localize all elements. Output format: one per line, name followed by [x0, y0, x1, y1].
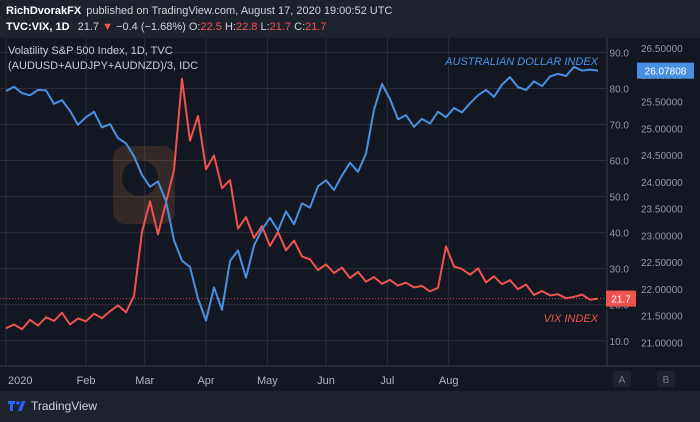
chart-grid: [0, 38, 700, 391]
left-scale-tick-label: 70.0: [610, 121, 630, 132]
legend-aud[interactable]: (AUDUSD+AUDJPY+AUDNZD)/3, IDC: [8, 60, 199, 72]
watermark-logo-icon: [113, 146, 175, 224]
x-tick-label: Feb: [77, 375, 96, 387]
price-chart[interactable]: 2020 Feb Mar Apr May Jun Jul Aug 90.0 80.0 70.0 60…: [0, 38, 700, 391]
scale-button-a-bg[interactable]: [613, 371, 631, 387]
left-scale-tick-label: 10.0: [610, 337, 630, 348]
watermark-shape: [113, 146, 175, 224]
price-change: −0.4 (−1.68%): [116, 21, 186, 33]
right-scale-tick-label: 21.00000: [641, 338, 683, 349]
plot-area: [0, 65, 607, 331]
aud-series-line[interactable]: [5, 65, 599, 322]
vix-series-line[interactable]: [5, 77, 599, 331]
right-scale-tick-label: 22.00000: [641, 285, 683, 296]
open-label: O:: [188, 21, 201, 33]
vix-last-value-badge: [606, 290, 636, 307]
x-tick-label: 2020: [8, 375, 32, 387]
left-scale-tick-label: 30.0: [610, 265, 630, 276]
chart-footer: TradingView: [0, 391, 700, 422]
low-value: 21.7: [269, 21, 292, 33]
author-name[interactable]: RichDvorakFX: [6, 5, 82, 17]
x-tick-label: May: [257, 375, 278, 387]
scale-button-b[interactable]: B: [663, 375, 670, 386]
change-down-icon: ▼: [102, 21, 114, 33]
right-scale-tick-label: 24.00000: [641, 178, 683, 189]
right-scale-tick-label: 23.50000: [641, 205, 683, 216]
last-value-labels: 21.7 26.07808: [606, 62, 694, 307]
publish-info: RichDvorakFX published on TradingView.com…: [6, 5, 392, 17]
right-scale-tick-label: 22.50000: [641, 258, 683, 269]
scale-button-a[interactable]: A: [619, 375, 626, 386]
right-scale-tick-label: 24.50000: [641, 151, 683, 162]
watermark-shape: [122, 160, 158, 196]
open-value: 22.5: [200, 21, 222, 33]
chart-panel[interactable]: [0, 38, 700, 391]
right-scale-tick-label: 25.00000: [641, 124, 683, 135]
chart-header: RichDvorakFX published on TradingView.com…: [0, 0, 700, 38]
symbol-label[interactable]: TVC:VIX, 1D: [6, 21, 70, 33]
scale-button-b-bg[interactable]: [657, 371, 675, 387]
left-scale-tick-label: 80.0: [610, 84, 630, 95]
published-text: published on TradingView.com, August 17,…: [86, 5, 393, 17]
x-tick-label: Apr: [197, 375, 214, 387]
tradingview-brand[interactable]: TradingView: [8, 399, 97, 413]
high-value: 22.8: [235, 21, 258, 33]
x-tick-label: Aug: [439, 375, 459, 387]
right-axis-bg: [607, 38, 700, 391]
aud-index-annotation: AUSTRALIAN DOLLAR INDEX: [444, 56, 598, 68]
vix-index-annotation: VIX INDEX: [544, 313, 599, 325]
brand-name: TradingView: [31, 399, 98, 413]
high-label: H:: [224, 21, 236, 33]
left-scale-tick-label: 90.0: [610, 48, 630, 59]
left-scale-tick-label: 40.0: [610, 229, 630, 240]
left-scale-tick-label: 50.0: [610, 193, 630, 204]
legend-vix[interactable]: Volatility S&P 500 Index, 1D, TVC: [8, 45, 173, 57]
tradingview-logo-icon: [8, 401, 26, 411]
right-scale-tick-label: 25.50000: [641, 98, 683, 109]
ohlc-line: TVC:VIX, 1D 21.7 ▼ −0.4 (−1.68%) O:22.5 …: [6, 21, 327, 33]
aud-last-value-badge: [637, 62, 694, 79]
right-scale-tick-label: 26.50000: [641, 44, 683, 55]
last-price: 21.7: [77, 21, 100, 33]
x-tick-label: Mar: [135, 375, 154, 387]
x-tick-label: Jun: [317, 375, 335, 387]
aud-last-value-label: 26.07808: [645, 67, 687, 78]
low-label: L:: [260, 21, 270, 33]
vix-last-value-label: 21.7: [611, 295, 631, 306]
right-scale-tick-label: 23.00000: [641, 231, 683, 242]
right-scale-tick-label: 21.50000: [641, 312, 683, 323]
close-label: C:: [294, 21, 306, 33]
x-tick-label: Jul: [380, 375, 394, 387]
left-scale-tick-label: 60.0: [610, 157, 630, 168]
x-axis: 2020 Feb Mar Apr May Jun Jul Aug: [8, 375, 458, 387]
close-value: 21.7: [305, 21, 327, 33]
